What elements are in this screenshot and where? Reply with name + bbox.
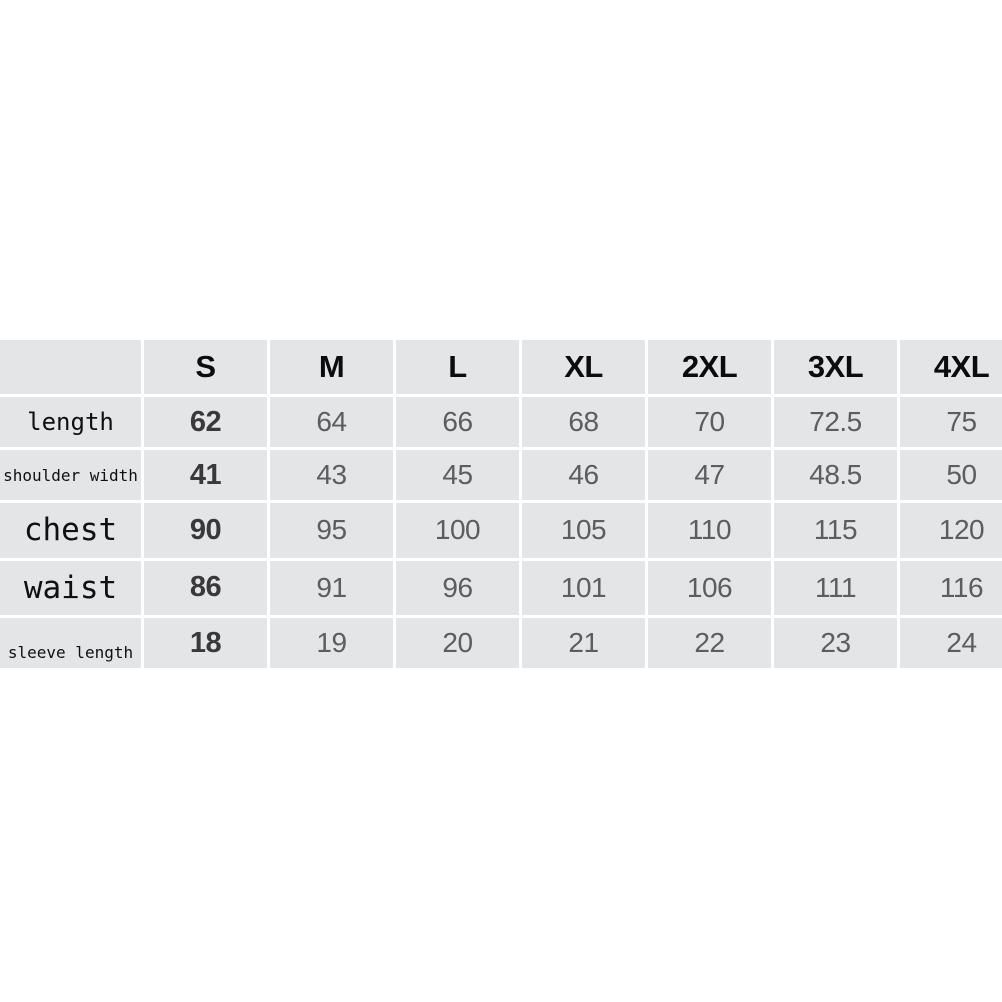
row-label-text: shoulder width	[3, 465, 138, 485]
cell-shoulder-width-3xl: 48.5	[774, 450, 897, 501]
cell-sleeve-length-2xl: 22	[648, 618, 771, 668]
size-chart-table: S M L XL 2XL 3XL 4XL length 62 64 66 68 …	[0, 337, 1002, 671]
column-header-xl: XL	[522, 340, 645, 395]
cell-waist-s: 86	[144, 560, 267, 616]
cell-sleeve-length-xl: 21	[522, 618, 645, 668]
column-header-3xl: 3XL	[774, 340, 897, 395]
row-label-text: waist	[23, 569, 118, 606]
table-row: chest 90 95 100 105 110 115 120	[0, 503, 1002, 558]
table-row: waist 86 91 96 101 106 111 116	[0, 560, 1002, 616]
cell-length-xl: 68	[522, 397, 645, 448]
cell-shoulder-width-l: 45	[396, 450, 519, 501]
table-header-row: S M L XL 2XL 3XL 4XL	[0, 340, 1002, 395]
cell-waist-xl: 101	[522, 560, 645, 616]
row-label-length: length	[0, 397, 141, 448]
row-label-text: length	[27, 408, 114, 437]
cell-length-3xl: 72.5	[774, 397, 897, 448]
cell-chest-xl: 105	[522, 503, 645, 558]
row-label-text: sleeve length	[7, 642, 134, 662]
cell-chest-3xl: 115	[774, 503, 897, 558]
cell-length-l: 66	[396, 397, 519, 448]
header-corner-cell	[0, 340, 141, 395]
cell-length-4xl: 75	[900, 397, 1002, 448]
table-row: shoulder width 41 43 45 46 47 48.5 50	[0, 450, 1002, 501]
cell-chest-m: 95	[270, 503, 393, 558]
cell-sleeve-length-s: 18	[144, 618, 267, 668]
cell-sleeve-length-l: 20	[396, 618, 519, 668]
column-header-4xl: 4XL	[900, 340, 1002, 395]
cell-shoulder-width-s: 41	[144, 450, 267, 501]
column-header-l: L	[396, 340, 519, 395]
cell-waist-2xl: 106	[648, 560, 771, 616]
cell-waist-l: 96	[396, 560, 519, 616]
column-header-m: M	[270, 340, 393, 395]
cell-chest-2xl: 110	[648, 503, 771, 558]
cell-chest-l: 100	[396, 503, 519, 558]
cell-length-s: 62	[144, 397, 267, 448]
table-row: sleeve length 18 19 20 21 22 23 24	[0, 618, 1002, 668]
cell-length-2xl: 70	[648, 397, 771, 448]
cell-chest-4xl: 120	[900, 503, 1002, 558]
column-header-s: S	[144, 340, 267, 395]
cell-shoulder-width-4xl: 50	[900, 450, 1002, 501]
cell-shoulder-width-m: 43	[270, 450, 393, 501]
size-chart: S M L XL 2XL 3XL 4XL length 62 64 66 68 …	[0, 340, 1002, 674]
cell-shoulder-width-xl: 46	[522, 450, 645, 501]
row-label-text: chest	[23, 512, 118, 549]
row-label-shoulder-width: shoulder width	[0, 450, 141, 501]
row-label-waist: waist	[0, 560, 141, 616]
cell-sleeve-length-3xl: 23	[774, 618, 897, 668]
cell-waist-4xl: 116	[900, 560, 1002, 616]
cell-length-m: 64	[270, 397, 393, 448]
row-label-chest: chest	[0, 503, 141, 558]
cell-sleeve-length-4xl: 24	[900, 618, 1002, 668]
cell-chest-s: 90	[144, 503, 267, 558]
row-label-sleeve-length: sleeve length	[0, 618, 141, 668]
table-row: length 62 64 66 68 70 72.5 75	[0, 397, 1002, 448]
column-header-2xl: 2XL	[648, 340, 771, 395]
cell-waist-m: 91	[270, 560, 393, 616]
cell-waist-3xl: 111	[774, 560, 897, 616]
cell-sleeve-length-m: 19	[270, 618, 393, 668]
cell-shoulder-width-2xl: 47	[648, 450, 771, 501]
